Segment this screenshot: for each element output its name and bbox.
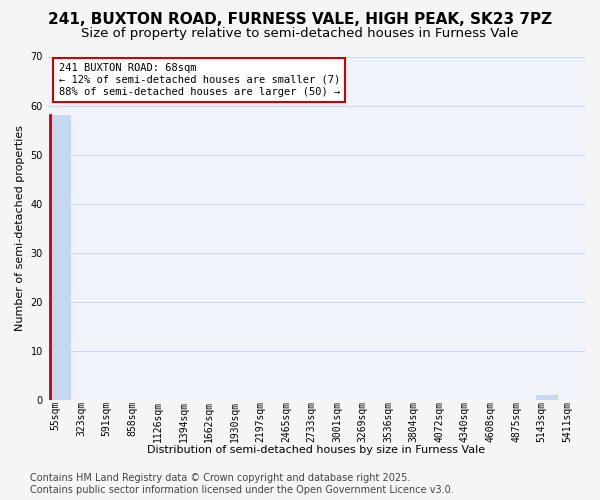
- X-axis label: Distribution of semi-detached houses by size in Furness Vale: Distribution of semi-detached houses by …: [148, 445, 485, 455]
- Y-axis label: Number of semi-detached properties: Number of semi-detached properties: [15, 125, 25, 331]
- Text: Size of property relative to semi-detached houses in Furness Vale: Size of property relative to semi-detach…: [81, 28, 519, 40]
- Bar: [536, 395, 557, 400]
- Text: Contains HM Land Registry data © Crown copyright and database right 2025.
Contai: Contains HM Land Registry data © Crown c…: [30, 474, 454, 495]
- Text: 241 BUXTON ROAD: 68sqm
← 12% of semi-detached houses are smaller (7)
88% of semi: 241 BUXTON ROAD: 68sqm ← 12% of semi-det…: [59, 64, 340, 96]
- Text: 241, BUXTON ROAD, FURNESS VALE, HIGH PEAK, SK23 7PZ: 241, BUXTON ROAD, FURNESS VALE, HIGH PEA…: [48, 12, 552, 28]
- Bar: [50, 116, 71, 400]
